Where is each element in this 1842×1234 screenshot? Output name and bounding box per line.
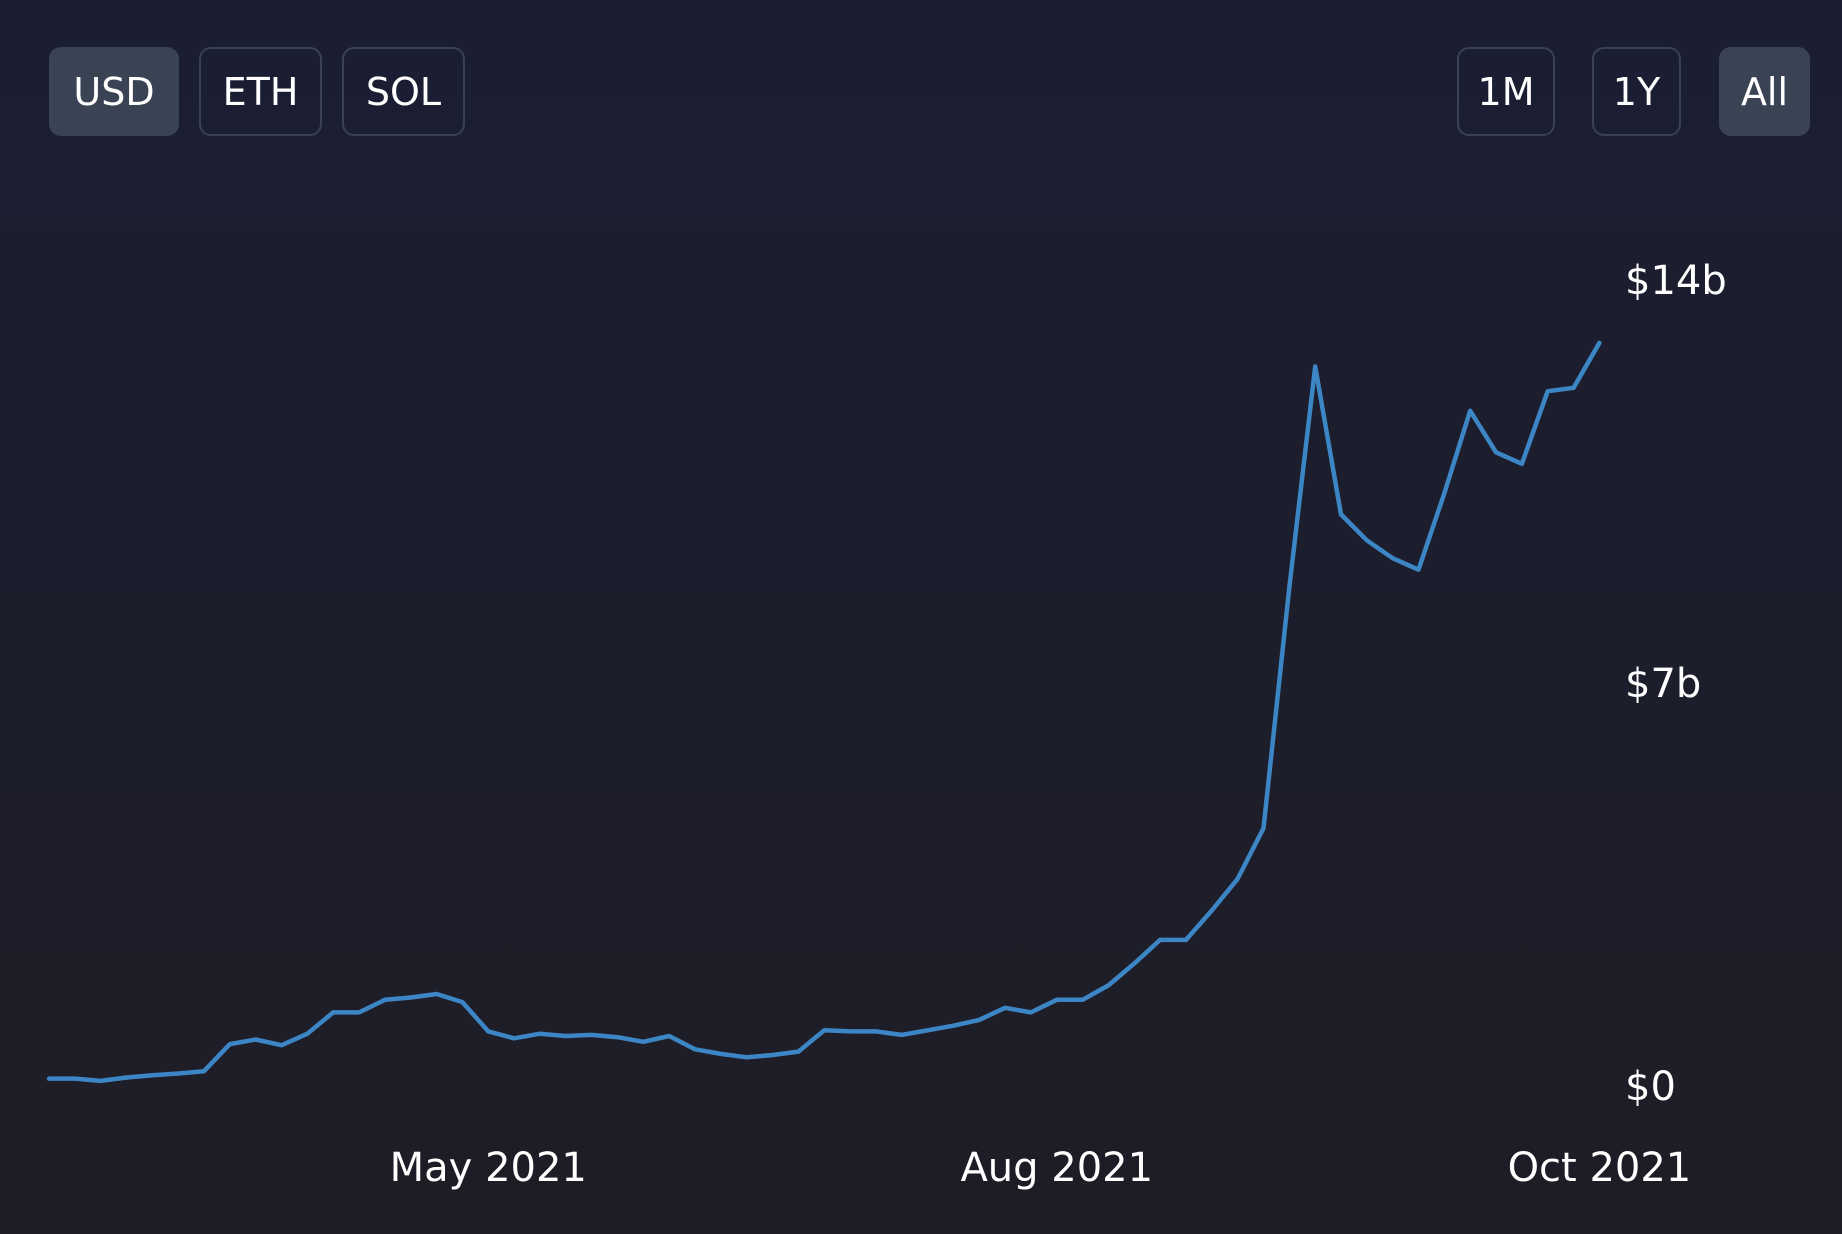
line-series <box>46 340 1602 1084</box>
toggle-button[interactable]: All <box>1719 47 1810 136</box>
toggle-button[interactable]: ETH <box>199 47 322 136</box>
toggle-button[interactable]: USD <box>49 47 179 136</box>
toggle-button[interactable]: SOL <box>342 47 465 136</box>
x-tick-label: May 2021 <box>390 1145 587 1191</box>
y-tick-label: $7b <box>1625 661 1701 707</box>
toggle-button[interactable]: 1Y <box>1592 47 1681 136</box>
x-tick-label: Aug 2021 <box>960 1145 1153 1191</box>
x-tick-label: Oct 2021 <box>1508 1145 1692 1191</box>
y-tick-label: $14b <box>1625 258 1727 304</box>
y-tick-label: $0 <box>1625 1064 1676 1110</box>
toggle-button[interactable]: 1M <box>1457 47 1555 136</box>
